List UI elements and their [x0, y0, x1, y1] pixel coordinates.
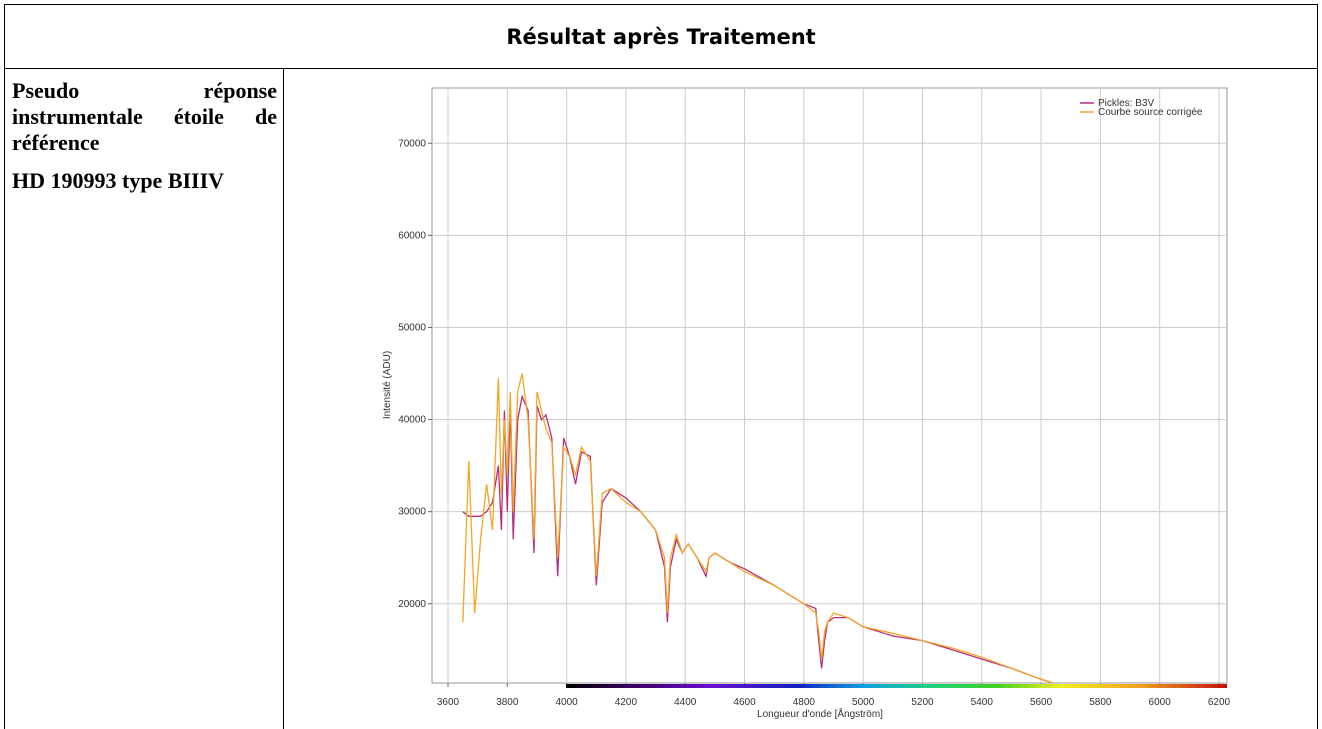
series-line [462, 373, 1054, 684]
x-tick-label: 4400 [674, 697, 697, 708]
y-tick-label: 70000 [398, 138, 426, 149]
x-tick-label: 4800 [793, 697, 816, 708]
x-tick-label: 3800 [496, 697, 519, 708]
x-tick-label: 5200 [911, 697, 934, 708]
border [4, 4, 5, 729]
plot-area [431, 87, 1228, 684]
x-tick-label: 6200 [1208, 697, 1231, 708]
border [283, 68, 284, 729]
y-tick-label: 30000 [398, 507, 426, 518]
x-axis-label: Longueur d'onde [Ångström] [757, 707, 883, 720]
legend-label: Courbe source corrigée [1098, 107, 1203, 118]
border [4, 68, 1318, 69]
x-tick-label: 5800 [1089, 697, 1112, 708]
description: Pseudo réponse instrumentale étoile de r… [12, 78, 277, 155]
left-cell: Pseudo réponse instrumentale étoile de r… [12, 78, 277, 206]
x-tick-label: 4600 [733, 697, 756, 708]
x-tick-label: 5400 [971, 697, 994, 708]
star-name: HD 190993 type BIIIV [12, 168, 225, 193]
y-tick-label: 60000 [398, 230, 426, 241]
x-tick-label: 5600 [1030, 697, 1053, 708]
x-tick-label: 4000 [556, 697, 579, 708]
border [4, 4, 1318, 5]
legend-label: Pickles: B3V [1098, 98, 1154, 109]
x-tick-label: 5000 [852, 697, 875, 708]
y-tick-label: 50000 [398, 322, 426, 333]
x-tick-label: 4200 [615, 697, 638, 708]
x-tick-label: 6000 [1149, 697, 1172, 708]
y-tick-label: 40000 [398, 415, 426, 426]
header-title: Résultat après Traitement [506, 25, 816, 49]
y-axis-label: Intensité (ADU) [382, 351, 393, 419]
x-tick-label: 3600 [437, 697, 460, 708]
spectrum-bar [566, 684, 1227, 688]
border [1317, 4, 1318, 729]
y-tick-label: 20000 [398, 599, 426, 610]
